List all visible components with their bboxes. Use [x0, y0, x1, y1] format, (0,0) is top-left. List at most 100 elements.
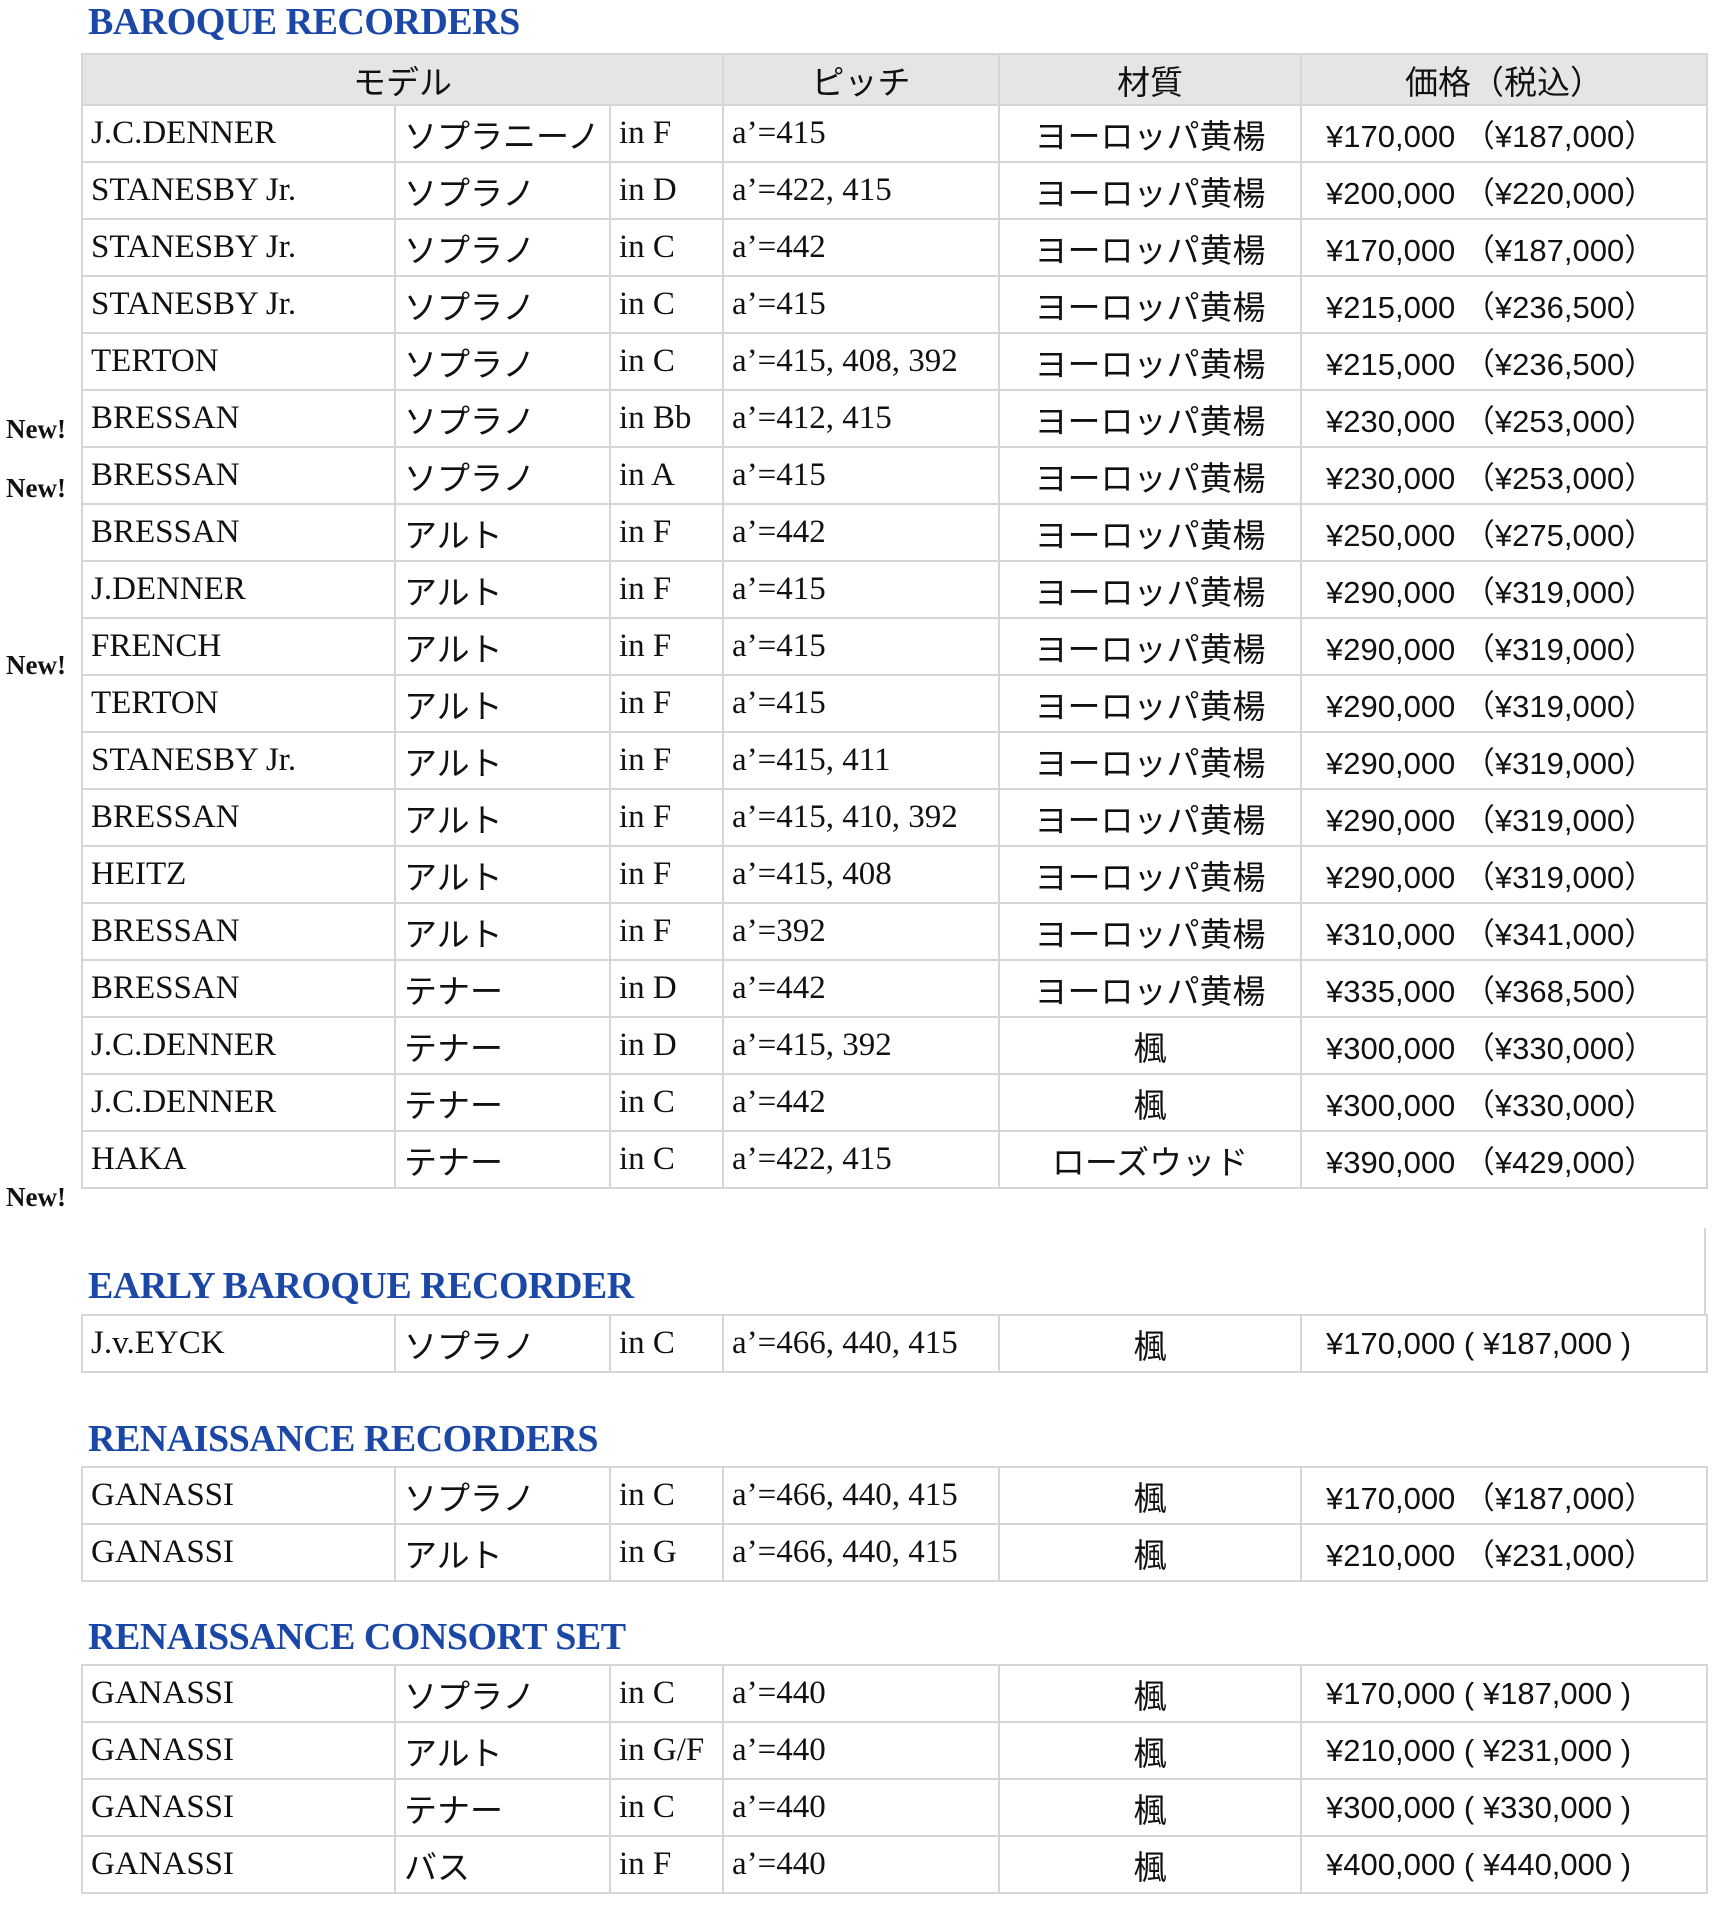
column-header-price: 価格（税込） — [1300, 53, 1708, 106]
cell-key: in C — [609, 1073, 724, 1132]
cell-material: ヨーロッパ黄楊 — [998, 617, 1302, 676]
cell-pitch: a’=415, 392 — [722, 1016, 1000, 1075]
cell-type: アルト — [394, 560, 611, 619]
cell-maker: STANESBY Jr. — [81, 218, 396, 277]
cell-maker: HEITZ — [81, 845, 396, 904]
cell-key: in C — [609, 275, 724, 334]
cell-type: アルト — [394, 788, 611, 847]
cell-price: ¥215,000 （¥236,500） — [1300, 275, 1708, 334]
cell-price: ¥170,000 ( ¥187,000 ) — [1300, 1664, 1708, 1723]
cell-type: ソプラノ — [394, 446, 611, 505]
section-title: BAROQUE RECORDERS — [88, 1, 520, 43]
cell-key: in F — [609, 674, 724, 733]
cell-price: ¥300,000 （¥330,000） — [1300, 1073, 1708, 1132]
cell-price: ¥210,000 ( ¥231,000 ) — [1300, 1721, 1708, 1780]
cell-material: ヨーロッパ黄楊 — [998, 560, 1302, 619]
cell-key: in D — [609, 1016, 724, 1075]
cell-key: in D — [609, 161, 724, 220]
cell-pitch: a’=415, 411 — [722, 731, 1000, 790]
cell-maker: BRESSAN — [81, 446, 396, 505]
cell-key: in F — [609, 845, 724, 904]
cell-type: アルト — [394, 674, 611, 733]
cell-price: ¥170,000 ( ¥187,000 ) — [1300, 1314, 1708, 1373]
cell-maker: STANESBY Jr. — [81, 161, 396, 220]
cell-pitch: a’=442 — [722, 959, 1000, 1018]
cell-maker: GANASSI — [81, 1778, 396, 1837]
section-title: EARLY BAROQUE RECORDER — [88, 1265, 634, 1307]
cell-type: テナー — [394, 1778, 611, 1837]
cell-maker: BRESSAN — [81, 503, 396, 562]
cell-type: アルト — [394, 617, 611, 676]
cell-pitch: a’=440 — [722, 1721, 1000, 1780]
column-header-material: 材質 — [998, 53, 1302, 106]
cell-material: ヨーロッパ黄楊 — [998, 218, 1302, 277]
cell-material: ヨーロッパ黄楊 — [998, 731, 1302, 790]
cell-type: ソプラノ — [394, 1314, 611, 1373]
cell-price: ¥250,000 （¥275,000） — [1300, 503, 1708, 562]
cell-key: in F — [609, 503, 724, 562]
cell-material: ヨーロッパ黄楊 — [998, 959, 1302, 1018]
cell-price: ¥290,000 （¥319,000） — [1300, 560, 1708, 619]
cell-price: ¥290,000 （¥319,000） — [1300, 845, 1708, 904]
cell-type: アルト — [394, 1721, 611, 1780]
table-row: GANASSI アルト in G/F a’=440 楓 ¥210,000 ( ¥231,0… — [81, 1721, 1708, 1780]
cell-maker: STANESBY Jr. — [81, 731, 396, 790]
cell-key: in C — [609, 218, 724, 277]
cell-price: ¥170,000 （¥187,000） — [1300, 218, 1708, 277]
cell-key: in D — [609, 959, 724, 1018]
cell-type: バス — [394, 1835, 611, 1894]
cell-maker: J.C.DENNER — [81, 1016, 396, 1075]
cell-price: ¥230,000 （¥253,000） — [1300, 446, 1708, 505]
cell-type: ソプラニーノ — [394, 104, 611, 163]
cell-type: アルト — [394, 503, 611, 562]
cell-key: in F — [609, 617, 724, 676]
cell-maker: J.C.DENNER — [81, 104, 396, 163]
cell-maker: GANASSI — [81, 1664, 396, 1723]
cell-price: ¥290,000 （¥319,000） — [1300, 674, 1708, 733]
cell-pitch: a’=415, 410, 392 — [722, 788, 1000, 847]
cell-material: ヨーロッパ黄楊 — [998, 332, 1302, 391]
cell-pitch: a’=442 — [722, 1073, 1000, 1132]
cell-maker: J.v.EYCK — [81, 1314, 396, 1373]
cell-maker: BRESSAN — [81, 788, 396, 847]
cell-pitch: a’=415 — [722, 104, 1000, 163]
cell-material: 楓 — [998, 1664, 1302, 1723]
cell-maker: TERTON — [81, 674, 396, 733]
cell-pitch: a’=415 — [722, 674, 1000, 733]
cell-price: ¥290,000 （¥319,000） — [1300, 617, 1708, 676]
cell-material: 楓 — [998, 1721, 1302, 1780]
divider — [1704, 1228, 1706, 1316]
cell-maker: TERTON — [81, 332, 396, 391]
cell-maker: STANESBY Jr. — [81, 275, 396, 334]
cell-material: 楓 — [998, 1073, 1302, 1132]
cell-price: ¥300,000 （¥330,000） — [1300, 1016, 1708, 1075]
cell-key: in C — [609, 332, 724, 391]
table-row: BRESSAN ソプラノ in Bb a’=412, 415 ヨーロッパ黄楊 ¥230,0… — [81, 389, 1708, 448]
cell-material: ヨーロッパ黄楊 — [998, 446, 1302, 505]
cell-type: テナー — [394, 1130, 611, 1189]
cell-pitch: a’=466, 440, 415 — [722, 1523, 1000, 1582]
cell-maker: GANASSI — [81, 1835, 396, 1894]
cell-price: ¥290,000 （¥319,000） — [1300, 731, 1708, 790]
cell-pitch: a’=440 — [722, 1778, 1000, 1837]
cell-type: ソプラノ — [394, 1466, 611, 1525]
cell-pitch: a’=415 — [722, 560, 1000, 619]
cell-type: ソプラノ — [394, 332, 611, 391]
cell-pitch: a’=466, 440, 415 — [722, 1466, 1000, 1525]
cell-material: ヨーロッパ黄楊 — [998, 674, 1302, 733]
cell-pitch: a’=415 — [722, 275, 1000, 334]
section-title: RENAISSANCE CONSORT SET — [88, 1616, 626, 1658]
cell-price: ¥400,000 ( ¥440,000 ) — [1300, 1835, 1708, 1894]
cell-type: アルト — [394, 1523, 611, 1582]
